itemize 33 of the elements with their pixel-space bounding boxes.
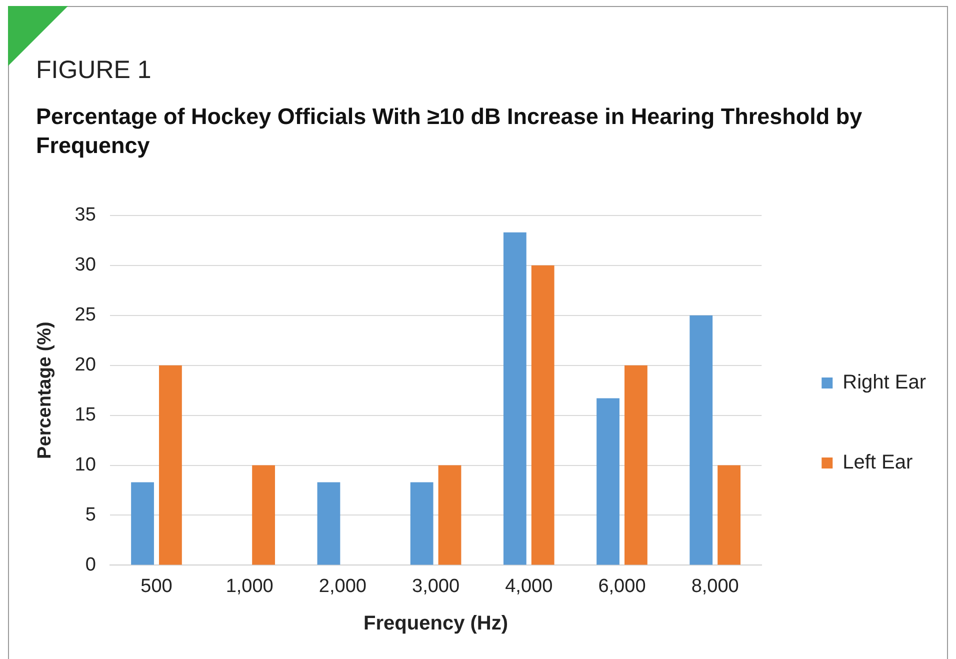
bar: [624, 365, 648, 565]
bar: [690, 315, 713, 565]
x-axis-title: Frequency (Hz): [364, 612, 508, 635]
legend-label: Left Ear: [842, 452, 914, 474]
bar: [131, 482, 154, 565]
y-axis-title: Percentage (%): [34, 322, 56, 459]
y-tick-label: 5: [85, 504, 96, 526]
y-tick-label: 30: [74, 254, 96, 276]
x-tick-label: 4,000: [505, 576, 553, 597]
x-tick-label: 500: [140, 576, 172, 597]
chart-title: Percentage of Hockey Officials With ≥10 dB Increase in Hearing Threshold by Frequency: [36, 103, 864, 160]
bar: [718, 465, 740, 565]
bar: [317, 482, 340, 565]
bar: [252, 465, 275, 565]
x-tick-label: 2,000: [318, 576, 366, 597]
x-tick-label: 3,000: [412, 576, 460, 597]
bar: [438, 465, 462, 565]
y-tick-label: 10: [74, 454, 96, 476]
bar: [531, 265, 554, 565]
bar: [503, 232, 526, 565]
y-tick-label: 25: [74, 304, 96, 326]
x-tick-label: 6,000: [598, 576, 646, 597]
legend-label: Right Ear: [842, 372, 926, 394]
bar: [410, 482, 434, 565]
y-tick-label: 20: [74, 354, 96, 376]
caption: FIGURE 1: [36, 56, 152, 85]
y-tick-label: 15: [74, 404, 96, 426]
x-tick-label: 8,000: [691, 576, 739, 597]
bar: [596, 398, 620, 565]
bar: [159, 365, 182, 565]
x-tick-label: 1,000: [226, 576, 274, 597]
y-tick-label: 0: [85, 554, 96, 576]
y-tick-label: 35: [74, 204, 96, 226]
